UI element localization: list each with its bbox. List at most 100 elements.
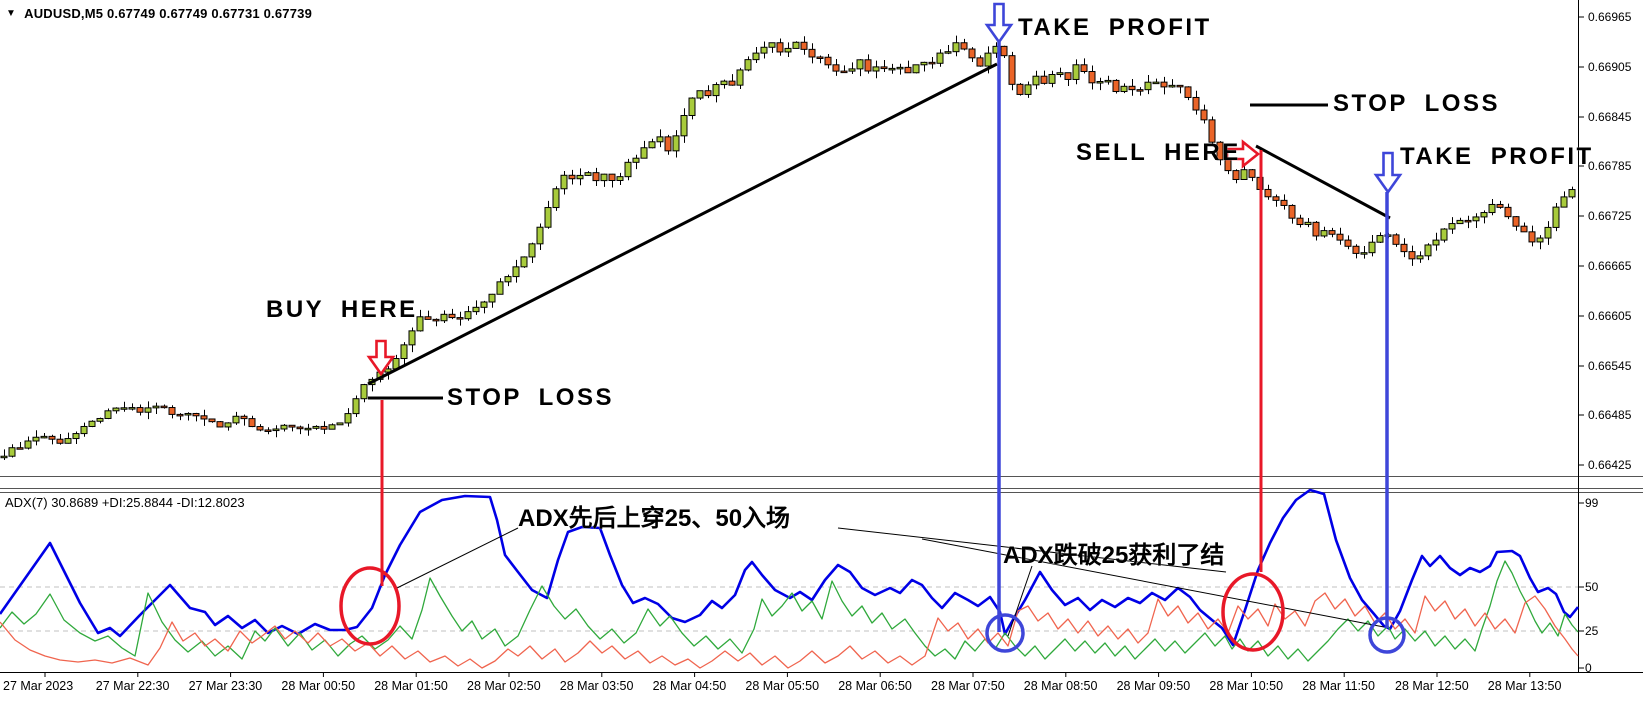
candle-body: [968, 48, 976, 59]
time-axis-label: 28 Mar 05:50: [745, 679, 820, 693]
sell-here-label[interactable]: SELL HERE: [1076, 139, 1241, 166]
take-profit-2-arrow-icon[interactable]: [1373, 151, 1403, 195]
candle-body: [1232, 170, 1240, 180]
candle-body: [920, 61, 928, 66]
candle-body: [496, 281, 504, 295]
candle-body: [704, 90, 712, 97]
adx-axis-label: 50: [1585, 580, 1599, 594]
candle-body: [824, 56, 832, 66]
candle-body: [400, 344, 408, 360]
adx-exit-note[interactable]: ADX跌破25获利了结: [1003, 542, 1225, 569]
candle-body: [24, 440, 32, 449]
candle-body: [1544, 226, 1552, 239]
candle-body: [808, 48, 816, 58]
candle-body: [1416, 255, 1424, 260]
candle-body: [1520, 225, 1528, 233]
candle-body: [120, 407, 128, 410]
candle-body: [488, 293, 496, 303]
candle-body: [280, 424, 288, 430]
candle-body: [336, 422, 344, 426]
candle-body: [1304, 221, 1312, 226]
candle-body: [1040, 75, 1048, 84]
candle-body: [56, 438, 64, 444]
price-axis-label: 0.66785: [1588, 159, 1632, 173]
candle-body: [216, 421, 224, 428]
price-axis-label: 0.66425: [1588, 458, 1632, 472]
candle-body: [880, 66, 888, 70]
candle-body: [1080, 64, 1088, 73]
candle-body: [1560, 196, 1568, 208]
candle-body: [1144, 81, 1152, 91]
candle-body: [752, 52, 760, 61]
candle-body: [696, 90, 704, 99]
candle-body: [128, 407, 136, 410]
candle-body: [344, 413, 352, 424]
time-axis-label: 28 Mar 09:50: [1116, 679, 1191, 693]
candle-body: [1008, 55, 1016, 85]
candle-body: [1104, 79, 1112, 83]
buy-here-arrow-icon[interactable]: [366, 339, 396, 377]
candle-body: [632, 157, 640, 163]
candle-body: [1440, 228, 1448, 241]
adx-axis-label: 99: [1585, 496, 1599, 510]
candle-body: [96, 417, 104, 422]
exit-circle-1[interactable]: [985, 613, 1025, 653]
candle-body: [1152, 81, 1160, 85]
candle-body: [1216, 141, 1224, 161]
candle-body: [1448, 223, 1456, 230]
take-profit-1-arrow-icon[interactable]: [984, 2, 1014, 45]
time-axis-label: 28 Mar 04:50: [652, 679, 727, 693]
exit-circle-2[interactable]: [1368, 616, 1406, 654]
candle-body: [1176, 84, 1184, 88]
candle-body: [624, 161, 632, 178]
candle-body: [1464, 219, 1472, 223]
candle-body: [896, 66, 904, 70]
price-axis-label: 0.66905: [1588, 60, 1632, 74]
candle-body: [136, 407, 144, 413]
candle-body: [1392, 234, 1400, 245]
candle-body: [888, 67, 896, 71]
candle-body: [600, 173, 608, 182]
candle-body: [1424, 244, 1432, 257]
candle-body: [1032, 75, 1040, 86]
take-profit-2-label[interactable]: TAKE PROFIT: [1400, 143, 1594, 170]
candle-body: [288, 424, 296, 428]
candle-body: [1528, 231, 1536, 243]
candle-body: [480, 301, 488, 308]
sell-here-arrow-icon[interactable]: [1225, 139, 1261, 169]
candle-body: [616, 176, 624, 181]
candle-body: [1296, 217, 1304, 226]
candle-body: [960, 42, 968, 50]
candle-body: [576, 174, 584, 180]
entry-ellipse-2[interactable]: [1221, 572, 1285, 652]
entry-ellipse-1[interactable]: [339, 566, 401, 646]
adx-entry-note[interactable]: ADX先后上穿25、50入场: [518, 505, 791, 532]
price-axis-label: 0.66605: [1588, 309, 1632, 323]
candle-body: [504, 276, 512, 283]
candle-body: [664, 136, 672, 152]
stop-loss-2-label[interactable]: STOP LOSS: [1333, 90, 1500, 117]
candle-body: [592, 172, 600, 182]
candle-body: [1208, 119, 1216, 143]
candle-body: [936, 52, 944, 64]
time-axis-label: 28 Mar 10:50: [1209, 679, 1284, 693]
candle-body: [608, 173, 616, 181]
candle-body: [1368, 241, 1376, 254]
up-trendline[interactable]: [367, 62, 998, 386]
candle-body: [560, 174, 568, 190]
candle-body: [1328, 230, 1336, 235]
buy-here-label[interactable]: BUY HERE: [266, 296, 418, 323]
symbol-marker-icon[interactable]: ▼: [6, 8, 17, 19]
candle-body: [1480, 212, 1488, 218]
candle-body: [1264, 188, 1272, 198]
time-axis-label: 28 Mar 02:50: [467, 679, 541, 693]
down-trendline[interactable]: [1255, 144, 1391, 220]
note-pointer-line: [837, 527, 1227, 573]
candle-body: [1568, 189, 1576, 198]
time-axis-label: 28 Mar 01:50: [374, 679, 448, 693]
take-profit-1-label[interactable]: TAKE PROFIT: [1018, 14, 1212, 41]
candlestick-series: [0, 35, 1576, 461]
stop-loss-1-label[interactable]: STOP LOSS: [447, 384, 614, 411]
